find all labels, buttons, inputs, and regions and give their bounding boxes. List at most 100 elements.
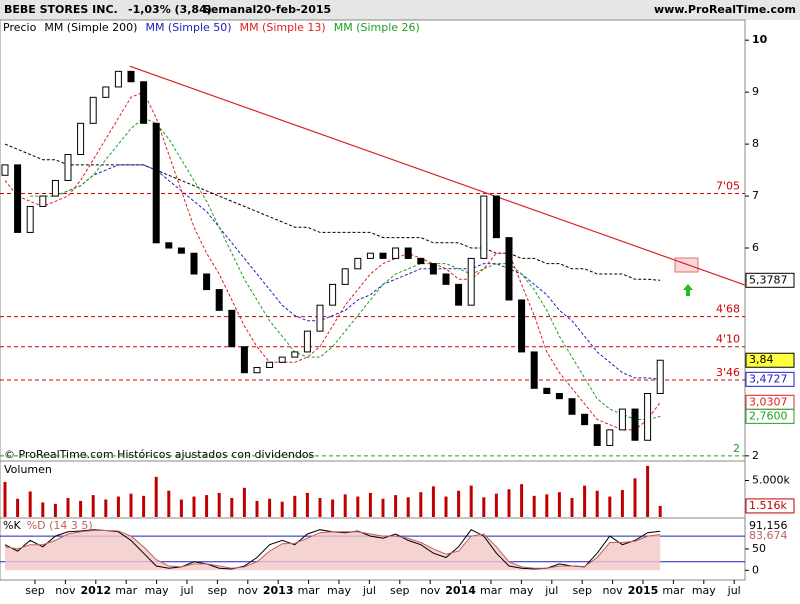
volume-bar [293,495,297,517]
volume-bar [205,495,209,517]
candle [114,70,122,88]
y-tick-label: 5.000k [752,474,790,487]
value-box-label: 2,7600 [749,409,788,422]
volume-bar [646,465,650,517]
candle [492,195,500,239]
volume-bar [633,478,637,517]
candle [89,96,97,124]
candle [568,398,576,415]
x-tick-label: 2014 [445,584,476,597]
x-tick-label: mar [480,584,502,597]
candle [26,205,34,233]
volume-bar [142,495,146,517]
volume-bar [41,502,45,517]
volume-bar [394,495,398,517]
volume-bar [242,487,246,517]
volume-bar [116,496,120,517]
candle [379,252,387,259]
candle [140,81,148,124]
header-bar [0,0,800,20]
x-tick-label: mar [298,584,320,597]
y-tick-label: 0 [752,563,759,576]
candle [341,268,349,285]
x-tick-label: sep [208,584,227,597]
candle [404,247,412,259]
candle [316,304,324,332]
volume-bar [520,484,524,517]
volume-bar [318,498,322,517]
x-tick-label: mar [115,584,137,597]
value-box-label: 3,4727 [749,372,788,385]
value-box [746,521,794,531]
volume-bar [167,490,171,517]
volume-bar [406,497,410,517]
legend-item: MM (Simple 26) [334,21,420,34]
volume-bar [129,493,133,517]
candle [152,122,160,244]
volume-bar [255,500,259,517]
level-label: 4'68 [716,303,740,316]
plot-frame [0,19,746,581]
x-tick-label: sep [25,584,44,597]
volume-bar [444,496,448,517]
volume-bar [608,496,612,517]
up-arrow [683,284,693,296]
volume-bar [595,490,599,517]
candle [417,257,425,265]
change: -1,03% (3,84) [128,3,212,16]
candle [64,153,72,181]
x-tick-label: sep [390,584,409,597]
volume-bar [104,499,108,517]
volume-bar [507,489,511,517]
volume-bar [658,505,662,517]
volume-bar [230,498,234,517]
value-box-label: 5,3787 [749,273,788,286]
y-tick-label: 2 [752,449,759,462]
candle [303,330,311,353]
candle [51,179,59,197]
note: © ProRealTime.com Históricos ajustados c… [4,448,315,461]
candle [581,413,589,426]
candle [366,252,374,259]
candle [215,289,223,311]
x-tick-label: nov [55,584,76,597]
volume-bar [482,497,486,517]
ma-line [30,117,661,420]
volume-bar [331,499,335,517]
value-box [745,408,795,424]
legend-item: %K [3,519,21,532]
candle [77,122,85,155]
volume-bar [419,492,423,517]
candle [429,263,437,275]
x-tick-label: 2015 [628,584,659,597]
candle [606,429,614,446]
y-tick-label: 9 [752,85,759,98]
y-tick-label: 6 [752,241,759,254]
candle [39,195,47,207]
candle [442,273,450,285]
volume-bar [469,485,473,517]
x-tick-label: nov [602,584,623,597]
x-tick-label: may [145,584,169,597]
y-tick-label: 8 [752,137,759,150]
x-tick-label: nov [238,584,259,597]
y-tick-label: 10 [752,33,768,46]
value-box [745,272,795,288]
x-tick-label: jul [544,584,558,597]
date: 20-feb-2015 [256,3,331,16]
trendline [129,65,745,286]
level-label: 3'46 [716,366,740,379]
volume-bar [494,493,498,517]
value-box-label: 1.516k [749,499,787,512]
value-box-label: 83,674 [749,529,788,542]
candle [165,242,173,249]
candle [354,257,362,270]
volume-bar [79,500,83,517]
x-tick-label: jul [727,584,741,597]
legend-item: %D (14 3 5) [27,519,93,532]
candle [392,247,400,259]
candle [467,257,475,306]
volume-bar [583,485,587,517]
candle [253,367,261,374]
volume-bar [268,498,272,517]
